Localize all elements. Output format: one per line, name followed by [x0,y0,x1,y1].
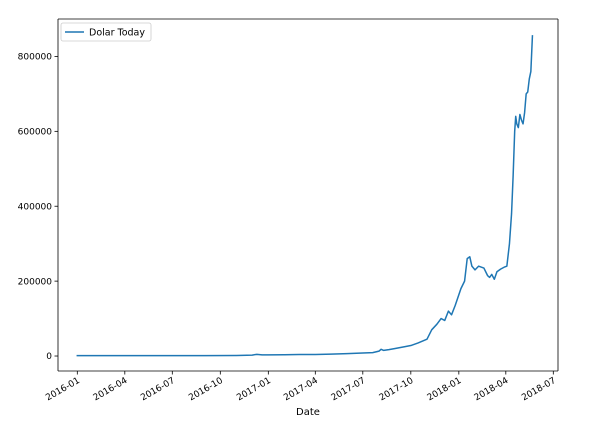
x-tick-label: 2018-07 [520,376,558,403]
legend: Dolar Today [60,22,152,42]
x-tick-label: 2017-01 [235,376,273,403]
x-tick-label: 2016-04 [92,376,130,404]
y-tick-label: 800000 [18,53,53,63]
y-tick-label: 600000 [18,128,53,138]
x-tick-label: 2016-10 [187,376,225,404]
x-tick-label: 2016-07 [139,376,177,403]
x-tick-label: 2016-01 [44,376,82,403]
legend-label-dolar-today: Dolar Today [89,28,145,39]
legend-box [60,22,152,42]
plot-area [58,19,558,371]
x-tick-label: 2017-07 [330,376,368,403]
x-tick-label: 2017-04 [282,376,320,404]
y-tick-label: 400000 [18,202,53,212]
x-axis-ticks: 2016-01 2016-04 2016-07 2016-10 2017-01 2017-… [44,371,558,403]
y-tick-label: 0 [46,352,52,362]
x-tick-label: 2018-01 [426,376,464,403]
x-tick-label: 2018-04 [473,376,511,404]
series-line-dolar-today [76,35,534,357]
y-axis-ticks: 0 200000 400000 600000 800000 [18,53,58,362]
x-axis-label: Date [296,407,320,418]
y-tick-label: 200000 [18,277,53,287]
x-tick-label: 2017-10 [378,376,416,404]
